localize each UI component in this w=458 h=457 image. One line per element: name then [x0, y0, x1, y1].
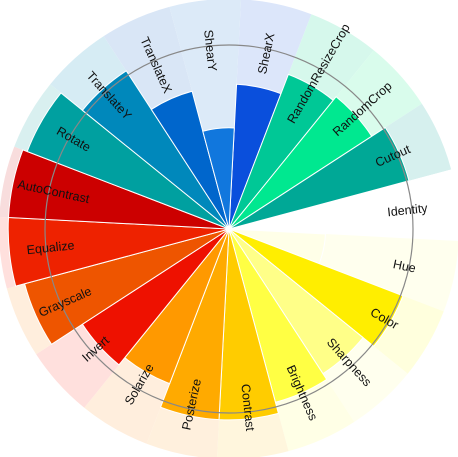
reference-circle: [44, 44, 414, 414]
bar-posterize: [159, 228, 230, 421]
bar-wedges: [7, 70, 410, 421]
label-sheary: ShearY: [201, 29, 219, 73]
label-hue: Hue: [392, 257, 417, 275]
bar-autocontrast: [7, 149, 230, 230]
bar-rotate: [26, 92, 230, 230]
bar-cutout: [228, 126, 410, 230]
label-contrast: Contrast: [238, 383, 257, 432]
bar-translatex: [150, 90, 230, 230]
bar-sheary: [202, 127, 235, 230]
wedge-bg-identity: [229, 169, 458, 242]
bar-translatey: [81, 70, 230, 230]
label-equalize: Equalize: [26, 238, 75, 257]
label-identity: Identity: [387, 201, 429, 219]
bar-color: [228, 228, 404, 347]
